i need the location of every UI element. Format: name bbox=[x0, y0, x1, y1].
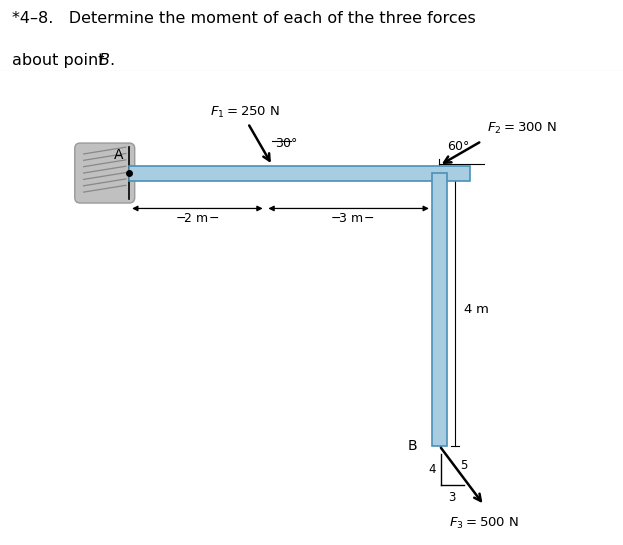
Text: $30°$: $30°$ bbox=[275, 137, 298, 150]
Text: 5: 5 bbox=[460, 459, 467, 473]
Bar bbox=[432, 173, 447, 446]
Text: *4–8.   Determine the moment of each of the three forces: *4–8. Determine the moment of each of th… bbox=[12, 11, 476, 26]
Text: 4: 4 bbox=[429, 463, 436, 476]
Text: $F_1 = 250\ \mathrm{N}$: $F_1 = 250\ \mathrm{N}$ bbox=[211, 105, 280, 120]
Text: $-\!2\ \mathrm{m}\!-$: $-\!2\ \mathrm{m}\!-$ bbox=[175, 212, 219, 225]
FancyBboxPatch shape bbox=[75, 143, 135, 203]
Text: $-\!3\ \mathrm{m}\!-$: $-\!3\ \mathrm{m}\!-$ bbox=[330, 212, 374, 225]
Text: A: A bbox=[114, 148, 124, 162]
Text: B: B bbox=[98, 53, 110, 68]
Text: $60°$: $60°$ bbox=[447, 140, 470, 153]
Text: $4\ \mathrm{m}$: $4\ \mathrm{m}$ bbox=[463, 303, 490, 316]
Bar bbox=[129, 166, 470, 180]
Text: .: . bbox=[109, 53, 114, 68]
Text: 3: 3 bbox=[449, 490, 456, 504]
Text: $F_3 = 500\ \mathrm{N}$: $F_3 = 500\ \mathrm{N}$ bbox=[449, 516, 520, 531]
Text: about point: about point bbox=[12, 53, 110, 68]
Text: $F_2 = 300\ \mathrm{N}$: $F_2 = 300\ \mathrm{N}$ bbox=[487, 120, 558, 136]
Text: B: B bbox=[408, 439, 417, 452]
